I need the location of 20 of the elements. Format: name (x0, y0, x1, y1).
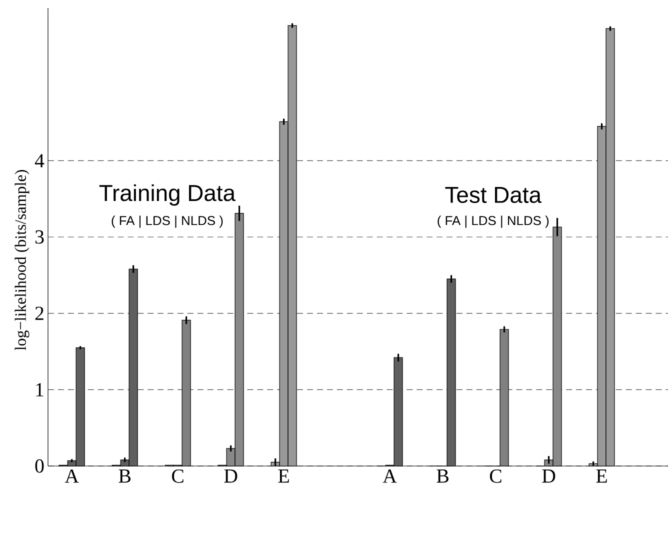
annotation: Training Data (99, 184, 236, 206)
x-tick-label: A (382, 470, 397, 483)
y-tick-label: 1 (36, 383, 44, 396)
y-tick-label: 3 (35, 230, 44, 244)
x-tick-label: E (278, 470, 289, 483)
y-axis-title: log−likelihood (bits/sample) (14, 170, 30, 350)
x-tick-label: C (490, 470, 502, 483)
x-tick-label: B (436, 470, 448, 483)
x-tick-label: B (118, 470, 131, 483)
x-tick-label: D (542, 470, 556, 483)
y-tick-label: 0 (35, 459, 44, 473)
y-tick-label: 2 (35, 306, 44, 320)
annotation: Test Data (445, 187, 542, 204)
annotation: ( FA | LDS | NLDS ) (438, 216, 549, 228)
x-tick-label: E (596, 470, 607, 483)
x-tick-label: D (224, 470, 238, 483)
x-tick-label: A (64, 470, 79, 483)
y-tick-label: 4 (34, 154, 44, 168)
x-tick-label: C (172, 470, 184, 483)
annotation: ( FA | LDS | NLDS ) (112, 216, 223, 228)
